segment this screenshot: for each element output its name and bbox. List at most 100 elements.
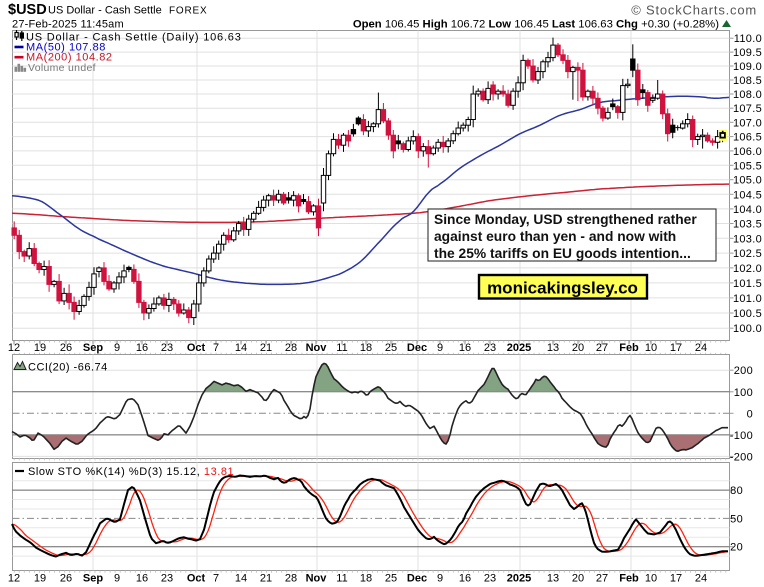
svg-text:21: 21 [260,342,272,354]
svg-text:Feb: Feb [619,572,639,584]
svg-text:16: 16 [136,572,148,584]
svg-text:Feb: Feb [619,342,639,354]
svg-text:US Dollar - Cash Settle: US Dollar - Cash Settle [48,5,162,17]
svg-text:-100: -100 [730,430,753,442]
svg-text:Oct: Oct [187,572,206,584]
svg-text:105.5: 105.5 [733,160,762,172]
svg-text:14: 14 [235,342,247,354]
svg-text:107.5: 107.5 [733,103,762,115]
svg-text:108.0: 108.0 [733,89,762,101]
svg-text:102.5: 102.5 [733,248,762,260]
svg-text:against euro than yen - and no: against euro than yen - and now with [434,229,676,244]
svg-text:26: 26 [60,572,72,584]
svg-text:11: 11 [336,342,347,354]
svg-text:110.0: 110.0 [734,33,762,45]
svg-text:© StockCharts.com: © StockCharts.com [631,3,757,18]
svg-text:7: 7 [213,572,219,584]
svg-text:109.0: 109.0 [733,61,762,73]
svg-text:10: 10 [645,572,657,584]
svg-text:106.5: 106.5 [733,132,762,144]
svg-text:20: 20 [572,342,584,354]
svg-text:23: 23 [161,572,173,584]
svg-text:28: 28 [285,342,297,354]
svg-text:28: 28 [285,572,297,584]
svg-text:18: 18 [360,572,372,584]
svg-text:103.0: 103.0 [733,233,762,245]
svg-text:107.0: 107.0 [733,117,762,129]
svg-text:Dec: Dec [407,572,427,584]
svg-text:MA(200) 104.82: MA(200) 104.82 [26,52,113,64]
svg-text:103.5: 103.5 [733,219,762,231]
svg-text:12: 12 [8,342,20,354]
svg-text:24: 24 [695,342,707,354]
svg-text:9: 9 [437,342,443,354]
svg-text:105.0: 105.0 [733,175,762,187]
svg-text:-200: -200 [730,451,753,463]
svg-text:2025: 2025 [507,572,531,584]
svg-text:19: 19 [34,572,46,584]
svg-text:the 25% tariffs on EU goods in: the 25% tariffs on EU goods intention... [434,246,691,261]
svg-text:23: 23 [161,342,173,354]
svg-text:101.0: 101.0 [733,293,762,305]
svg-text:Nov: Nov [306,572,328,584]
svg-text:21: 21 [260,572,272,584]
svg-text:16: 16 [459,342,471,354]
svg-text:$USD: $USD [8,2,47,18]
svg-text:200: 200 [734,365,753,377]
svg-text:Sep: Sep [83,342,103,354]
svg-text:FOREX: FOREX [169,6,207,17]
svg-text:24: 24 [695,572,707,584]
svg-text:27: 27 [596,342,608,354]
svg-text:2025: 2025 [507,342,531,354]
svg-text:18: 18 [360,342,372,354]
svg-text:100.0: 100.0 [733,323,762,335]
svg-text:50: 50 [730,513,743,525]
svg-text:23: 23 [484,572,496,584]
svg-text:17: 17 [670,572,682,584]
svg-text:Volume undef: Volume undef [28,62,96,74]
svg-text:Sep: Sep [83,572,103,584]
svg-text:104.0: 104.0 [733,204,762,216]
svg-text:9: 9 [437,572,443,584]
svg-text:27-Feb-2025 11:45am: 27-Feb-2025 11:45am [12,19,124,31]
svg-text:80: 80 [730,485,743,497]
svg-text:106.0: 106.0 [733,146,762,158]
svg-text:10: 10 [645,342,657,354]
svg-text:23: 23 [484,342,496,354]
svg-text:102.0: 102.0 [733,263,762,275]
svg-text:19: 19 [34,342,46,354]
svg-text:27: 27 [596,572,608,584]
svg-text:108.5: 108.5 [733,75,762,87]
svg-text:Nov: Nov [306,342,328,354]
svg-text:13: 13 [547,572,559,584]
svg-text:9: 9 [114,572,120,584]
svg-text:12: 12 [8,572,20,584]
svg-text:104.5: 104.5 [733,189,762,201]
svg-text:17: 17 [670,342,682,354]
svg-text:16: 16 [136,342,148,354]
svg-text:16: 16 [459,572,471,584]
svg-text:14: 14 [235,572,247,584]
svg-text:13: 13 [547,342,559,354]
svg-text:109.5: 109.5 [733,47,762,59]
svg-text:monicakingsley.co: monicakingsley.co [487,279,638,298]
svg-text:26: 26 [60,342,72,354]
svg-text:Oct: Oct [187,342,206,354]
svg-text:100: 100 [734,387,753,399]
svg-text:20: 20 [730,542,743,554]
svg-text:Slow STO %K(14) %D(3) 15.12, 1: Slow STO %K(14) %D(3) 15.12, 13.81 [28,466,234,478]
svg-text:Since Monday, USD strengthened: Since Monday, USD strengthened rather [434,212,697,227]
svg-text:20: 20 [572,572,584,584]
svg-text:7: 7 [213,342,219,354]
svg-text:Open 106.45 High 106.72 Low 10: Open 106.45 High 106.72 Low 106.45 Last … [353,19,719,31]
svg-text:9: 9 [114,342,120,354]
svg-text:Dec: Dec [407,342,427,354]
svg-text:MA(50) 107.88: MA(50) 107.88 [26,42,106,54]
svg-text:CCI(20) -66.74: CCI(20) -66.74 [28,362,108,374]
svg-text:0: 0 [747,408,753,420]
svg-text:US Dollar - Cash Settle (Daily: US Dollar - Cash Settle (Daily) 106.63 [26,32,242,44]
svg-text:101.5: 101.5 [733,278,762,290]
svg-text:11: 11 [336,572,347,584]
svg-text:100.5: 100.5 [733,308,762,320]
svg-text:25: 25 [385,342,397,354]
